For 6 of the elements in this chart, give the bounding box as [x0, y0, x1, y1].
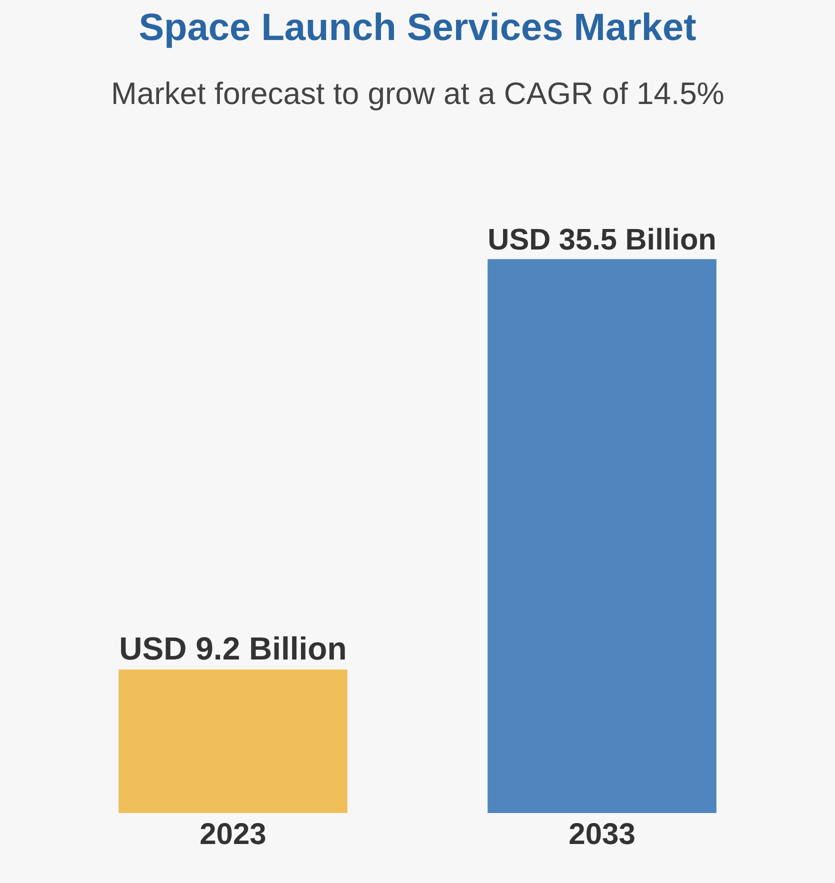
x-tick-label: 2023 — [200, 818, 266, 851]
chart-title: Space Launch Services Market — [138, 6, 697, 49]
chart-subtitle: Market forecast to grow at a CAGR of 14.5% — [111, 76, 724, 111]
data-label: USD 35.5 Billion — [488, 224, 716, 257]
x-tick-label: 2033 — [568, 818, 636, 851]
data-label: USD 9.2 Billion — [119, 630, 347, 666]
